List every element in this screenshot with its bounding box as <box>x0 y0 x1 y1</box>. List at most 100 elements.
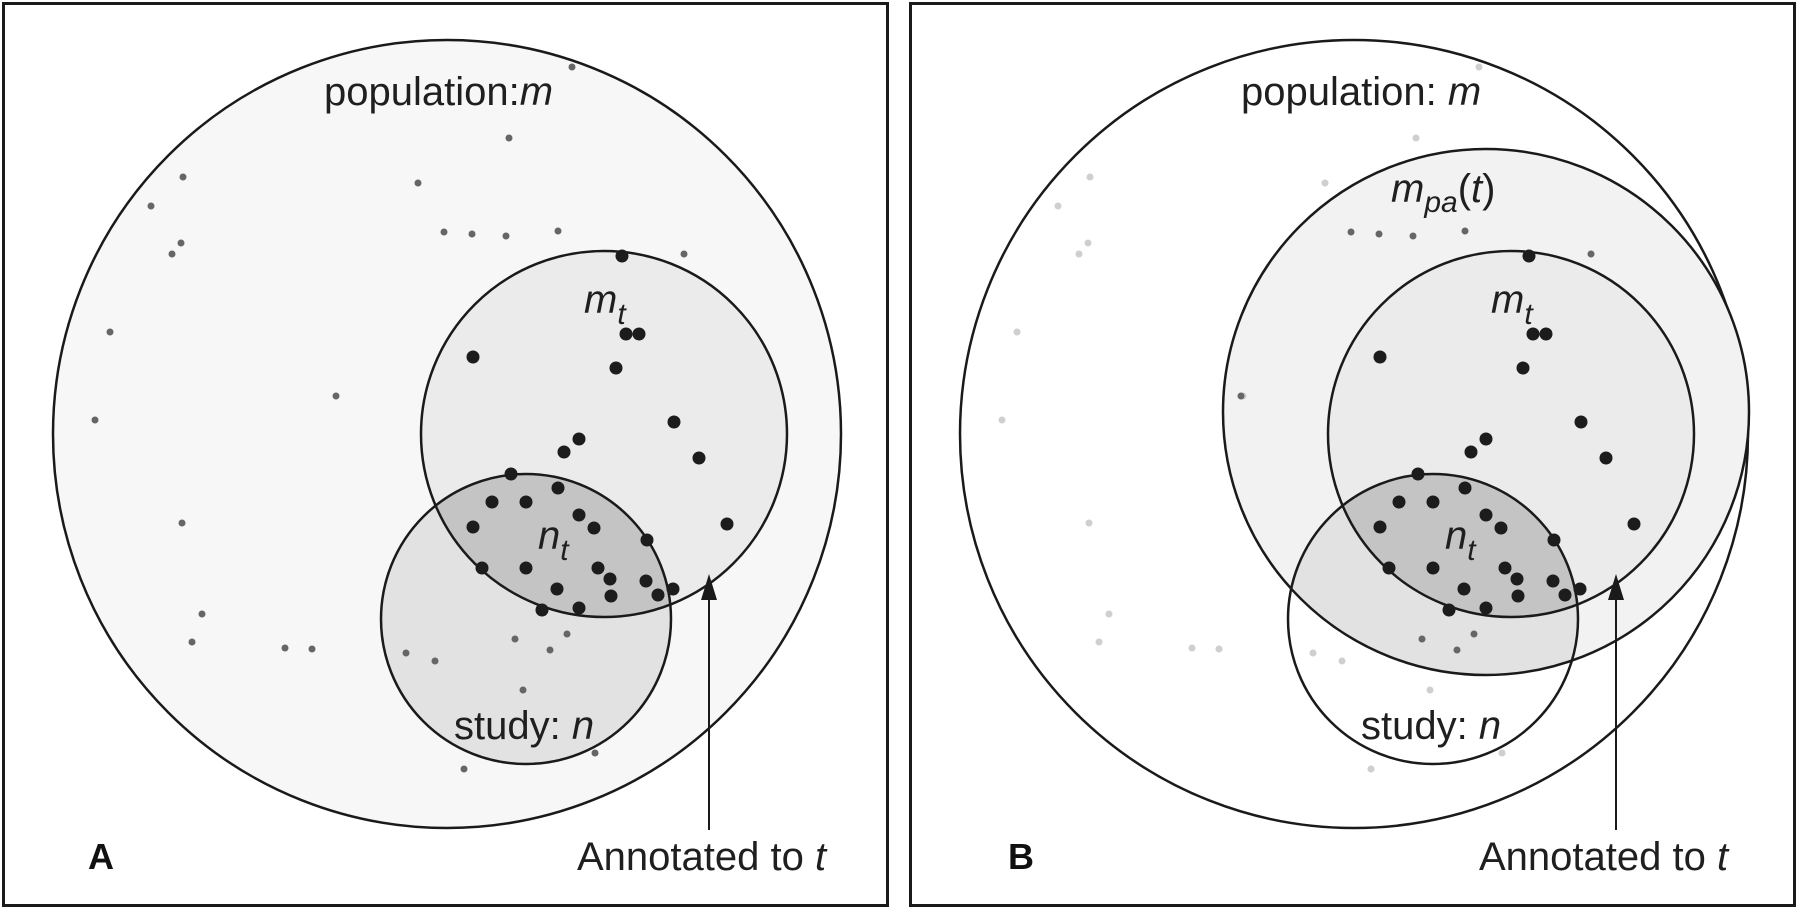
data-dot <box>1547 533 1561 547</box>
data-dot <box>680 250 688 258</box>
data-dot <box>632 327 646 341</box>
data-dot <box>1375 230 1383 238</box>
data-dot <box>667 415 681 429</box>
data-dot <box>1627 517 1641 531</box>
data-dot <box>1599 451 1613 465</box>
study-label: study: n <box>1361 704 1501 748</box>
data-dot <box>1095 638 1103 646</box>
population-label: population:m <box>324 70 553 114</box>
data-dot <box>619 327 633 341</box>
data-dot <box>1516 361 1530 375</box>
arrow-head <box>1608 574 1624 600</box>
panel-b-diagram: population: m mpa(t) mt nt study: n Anno… <box>958 38 1751 879</box>
data-dot <box>998 416 1006 424</box>
data-dot <box>1511 589 1525 603</box>
data-dot <box>178 519 186 527</box>
arrow-head <box>701 574 717 600</box>
data-dot <box>1461 227 1469 235</box>
panel-a-frame <box>2 2 889 907</box>
data-dot <box>179 173 187 181</box>
data-dot <box>308 645 316 653</box>
data-dot <box>615 249 629 263</box>
data-dot <box>551 481 565 495</box>
data-dot <box>431 657 439 665</box>
dots-group <box>91 63 734 773</box>
data-dot <box>666 582 680 596</box>
data-dot <box>1085 519 1093 527</box>
data-dot <box>1479 508 1493 522</box>
data-dot <box>720 517 734 531</box>
data-dot <box>1479 601 1493 615</box>
data-dot <box>1309 649 1317 657</box>
data-dot <box>591 749 599 757</box>
data-dot <box>519 495 533 509</box>
panel-letter: A <box>88 836 114 877</box>
panel-b: population: m mpa(t) mt nt study: n Anno… <box>909 2 1796 907</box>
data-dot <box>502 232 510 240</box>
panel-a-diagram: population:m mt nt study: n Annotated to… <box>51 38 843 879</box>
data-dot <box>1558 588 1572 602</box>
data-dot <box>692 451 706 465</box>
data-dot <box>572 601 586 615</box>
data-dot <box>1338 657 1346 665</box>
data-dot <box>609 361 623 375</box>
data-dot <box>572 508 586 522</box>
data-dot <box>198 610 206 618</box>
data-dot <box>604 589 618 603</box>
data-dot <box>1494 521 1508 535</box>
data-dot <box>505 134 513 142</box>
data-dot <box>1411 467 1425 481</box>
data-dot <box>1453 646 1461 654</box>
data-dot <box>1392 495 1406 509</box>
data-dot <box>546 646 554 654</box>
data-dot <box>651 588 665 602</box>
data-dot <box>1475 63 1483 71</box>
data-dot <box>1522 249 1536 263</box>
dots-group <box>998 63 1641 773</box>
data-dot <box>460 765 468 773</box>
population-label: population: m <box>1241 70 1481 114</box>
data-dot <box>639 574 653 588</box>
data-dot <box>414 179 422 187</box>
annotated-label: Annotated to t <box>1479 835 1730 879</box>
panel-letter: B <box>1008 836 1034 877</box>
data-dot <box>1539 327 1553 341</box>
data-dot <box>1458 481 1472 495</box>
data-dot <box>1498 749 1506 757</box>
data-dot <box>572 432 586 446</box>
data-dot <box>1412 134 1420 142</box>
data-dot <box>91 416 99 424</box>
data-dot <box>168 250 176 258</box>
data-dot <box>1075 250 1083 258</box>
data-dot <box>603 572 617 586</box>
data-dot <box>466 520 480 534</box>
data-dot <box>504 467 518 481</box>
data-dot <box>440 228 448 236</box>
data-dot <box>587 521 601 535</box>
data-dot <box>475 561 489 575</box>
data-dot <box>519 561 533 575</box>
annotated-label: Annotated to t <box>577 835 828 879</box>
data-dot <box>640 533 654 547</box>
data-dot <box>485 495 499 509</box>
data-dot <box>1587 250 1595 258</box>
data-dot <box>1215 645 1223 653</box>
data-dot <box>1105 610 1113 618</box>
mt-label: mt <box>1491 278 1534 331</box>
panel-a: population:m mt nt study: n Annotated to… <box>2 2 889 907</box>
data-dot <box>1013 328 1021 336</box>
data-dot <box>281 644 289 652</box>
data-dot <box>332 392 340 400</box>
mpa-label: mpa(t) <box>1391 167 1495 219</box>
data-dot <box>1321 179 1329 187</box>
data-dot <box>1574 415 1588 429</box>
data-dot <box>1367 765 1375 773</box>
data-dot <box>1084 239 1092 247</box>
data-dot <box>1409 232 1417 240</box>
data-dot <box>1382 561 1396 575</box>
mt-label: mt <box>584 278 627 331</box>
data-dot <box>468 230 476 238</box>
data-dot <box>466 350 480 364</box>
data-dot <box>106 328 114 336</box>
data-dot <box>519 686 527 694</box>
